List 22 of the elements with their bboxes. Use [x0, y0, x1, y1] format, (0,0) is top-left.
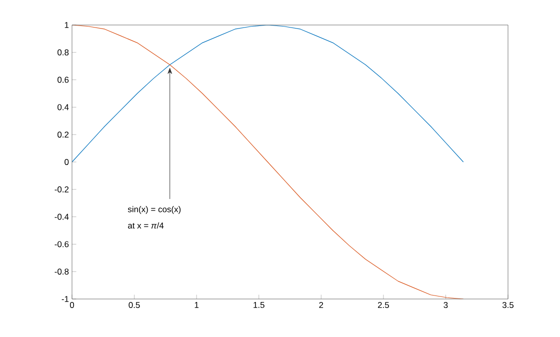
y-tick-label: -0.6 [54, 241, 69, 248]
x-tick-label: 0.5 [128, 302, 140, 308]
x-tick-label: 2 [319, 302, 324, 308]
y-tick-label: 0.2 [58, 132, 69, 138]
y-tick-label: -0.8 [54, 268, 69, 275]
y-tick-label: 0.4 [58, 104, 69, 110]
annotation: at x = π/4 [128, 222, 164, 229]
y-tick-label: 1 [64, 22, 69, 28]
y-tick-label: 0 [64, 159, 69, 165]
x-tick-label: 3.5 [502, 302, 514, 308]
annotation: sin(x) = cos(x) [128, 206, 181, 214]
x-tick-label: 0 [70, 302, 74, 308]
x-tick-label: 3 [444, 302, 448, 308]
line-series [72, 24, 464, 162]
y-tick-label: -0.2 [54, 186, 69, 192]
x-tick-label: 1 [194, 302, 199, 308]
y-tick-label: 0.6 [58, 76, 69, 83]
x-tick-label: 2.5 [378, 302, 389, 308]
y-tick-label: -0.4 [54, 214, 69, 220]
y-tick-label: 0.8 [58, 49, 69, 56]
y-tick-label: -1 [62, 296, 69, 302]
x-tick-label: 1.5 [254, 302, 264, 308]
